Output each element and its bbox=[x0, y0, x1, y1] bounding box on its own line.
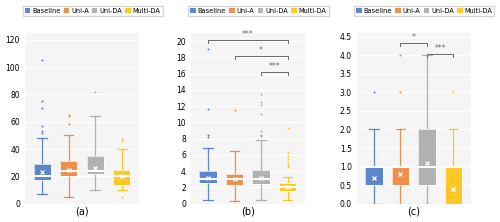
Bar bbox=[279, 183, 296, 192]
Bar bbox=[445, 166, 462, 204]
Bar bbox=[86, 156, 104, 174]
Legend: Baseline, Uni-A, Uni-DA, Multi-DA: Baseline, Uni-A, Uni-DA, Multi-DA bbox=[354, 6, 494, 16]
X-axis label: (c): (c) bbox=[407, 206, 420, 216]
X-axis label: (b): (b) bbox=[241, 206, 254, 216]
Text: ***: *** bbox=[434, 44, 446, 53]
Text: *: * bbox=[259, 46, 263, 55]
X-axis label: (a): (a) bbox=[75, 206, 88, 216]
Text: ***: *** bbox=[242, 30, 254, 39]
Bar bbox=[34, 164, 51, 180]
Bar bbox=[113, 170, 130, 184]
Bar bbox=[418, 129, 436, 185]
Bar bbox=[200, 171, 216, 183]
Bar bbox=[366, 166, 382, 185]
Bar bbox=[392, 166, 409, 185]
Text: ***: *** bbox=[268, 62, 280, 71]
Bar bbox=[445, 166, 462, 204]
Bar bbox=[226, 174, 243, 185]
Bar bbox=[366, 166, 382, 185]
Bar bbox=[226, 174, 243, 185]
Text: *: * bbox=[412, 33, 416, 42]
Bar bbox=[279, 183, 296, 192]
Bar bbox=[200, 171, 216, 183]
Legend: Baseline, Uni-A, Uni-DA, Multi-DA: Baseline, Uni-A, Uni-DA, Multi-DA bbox=[22, 6, 162, 16]
Legend: Baseline, Uni-A, Uni-DA, Multi-DA: Baseline, Uni-A, Uni-DA, Multi-DA bbox=[188, 6, 328, 16]
Bar bbox=[392, 166, 409, 185]
Bar bbox=[252, 170, 270, 184]
Bar bbox=[418, 129, 436, 185]
Bar bbox=[86, 156, 104, 174]
Bar bbox=[113, 170, 130, 184]
Bar bbox=[60, 161, 78, 176]
Bar bbox=[34, 164, 51, 180]
Bar bbox=[60, 161, 78, 176]
Bar bbox=[252, 170, 270, 184]
